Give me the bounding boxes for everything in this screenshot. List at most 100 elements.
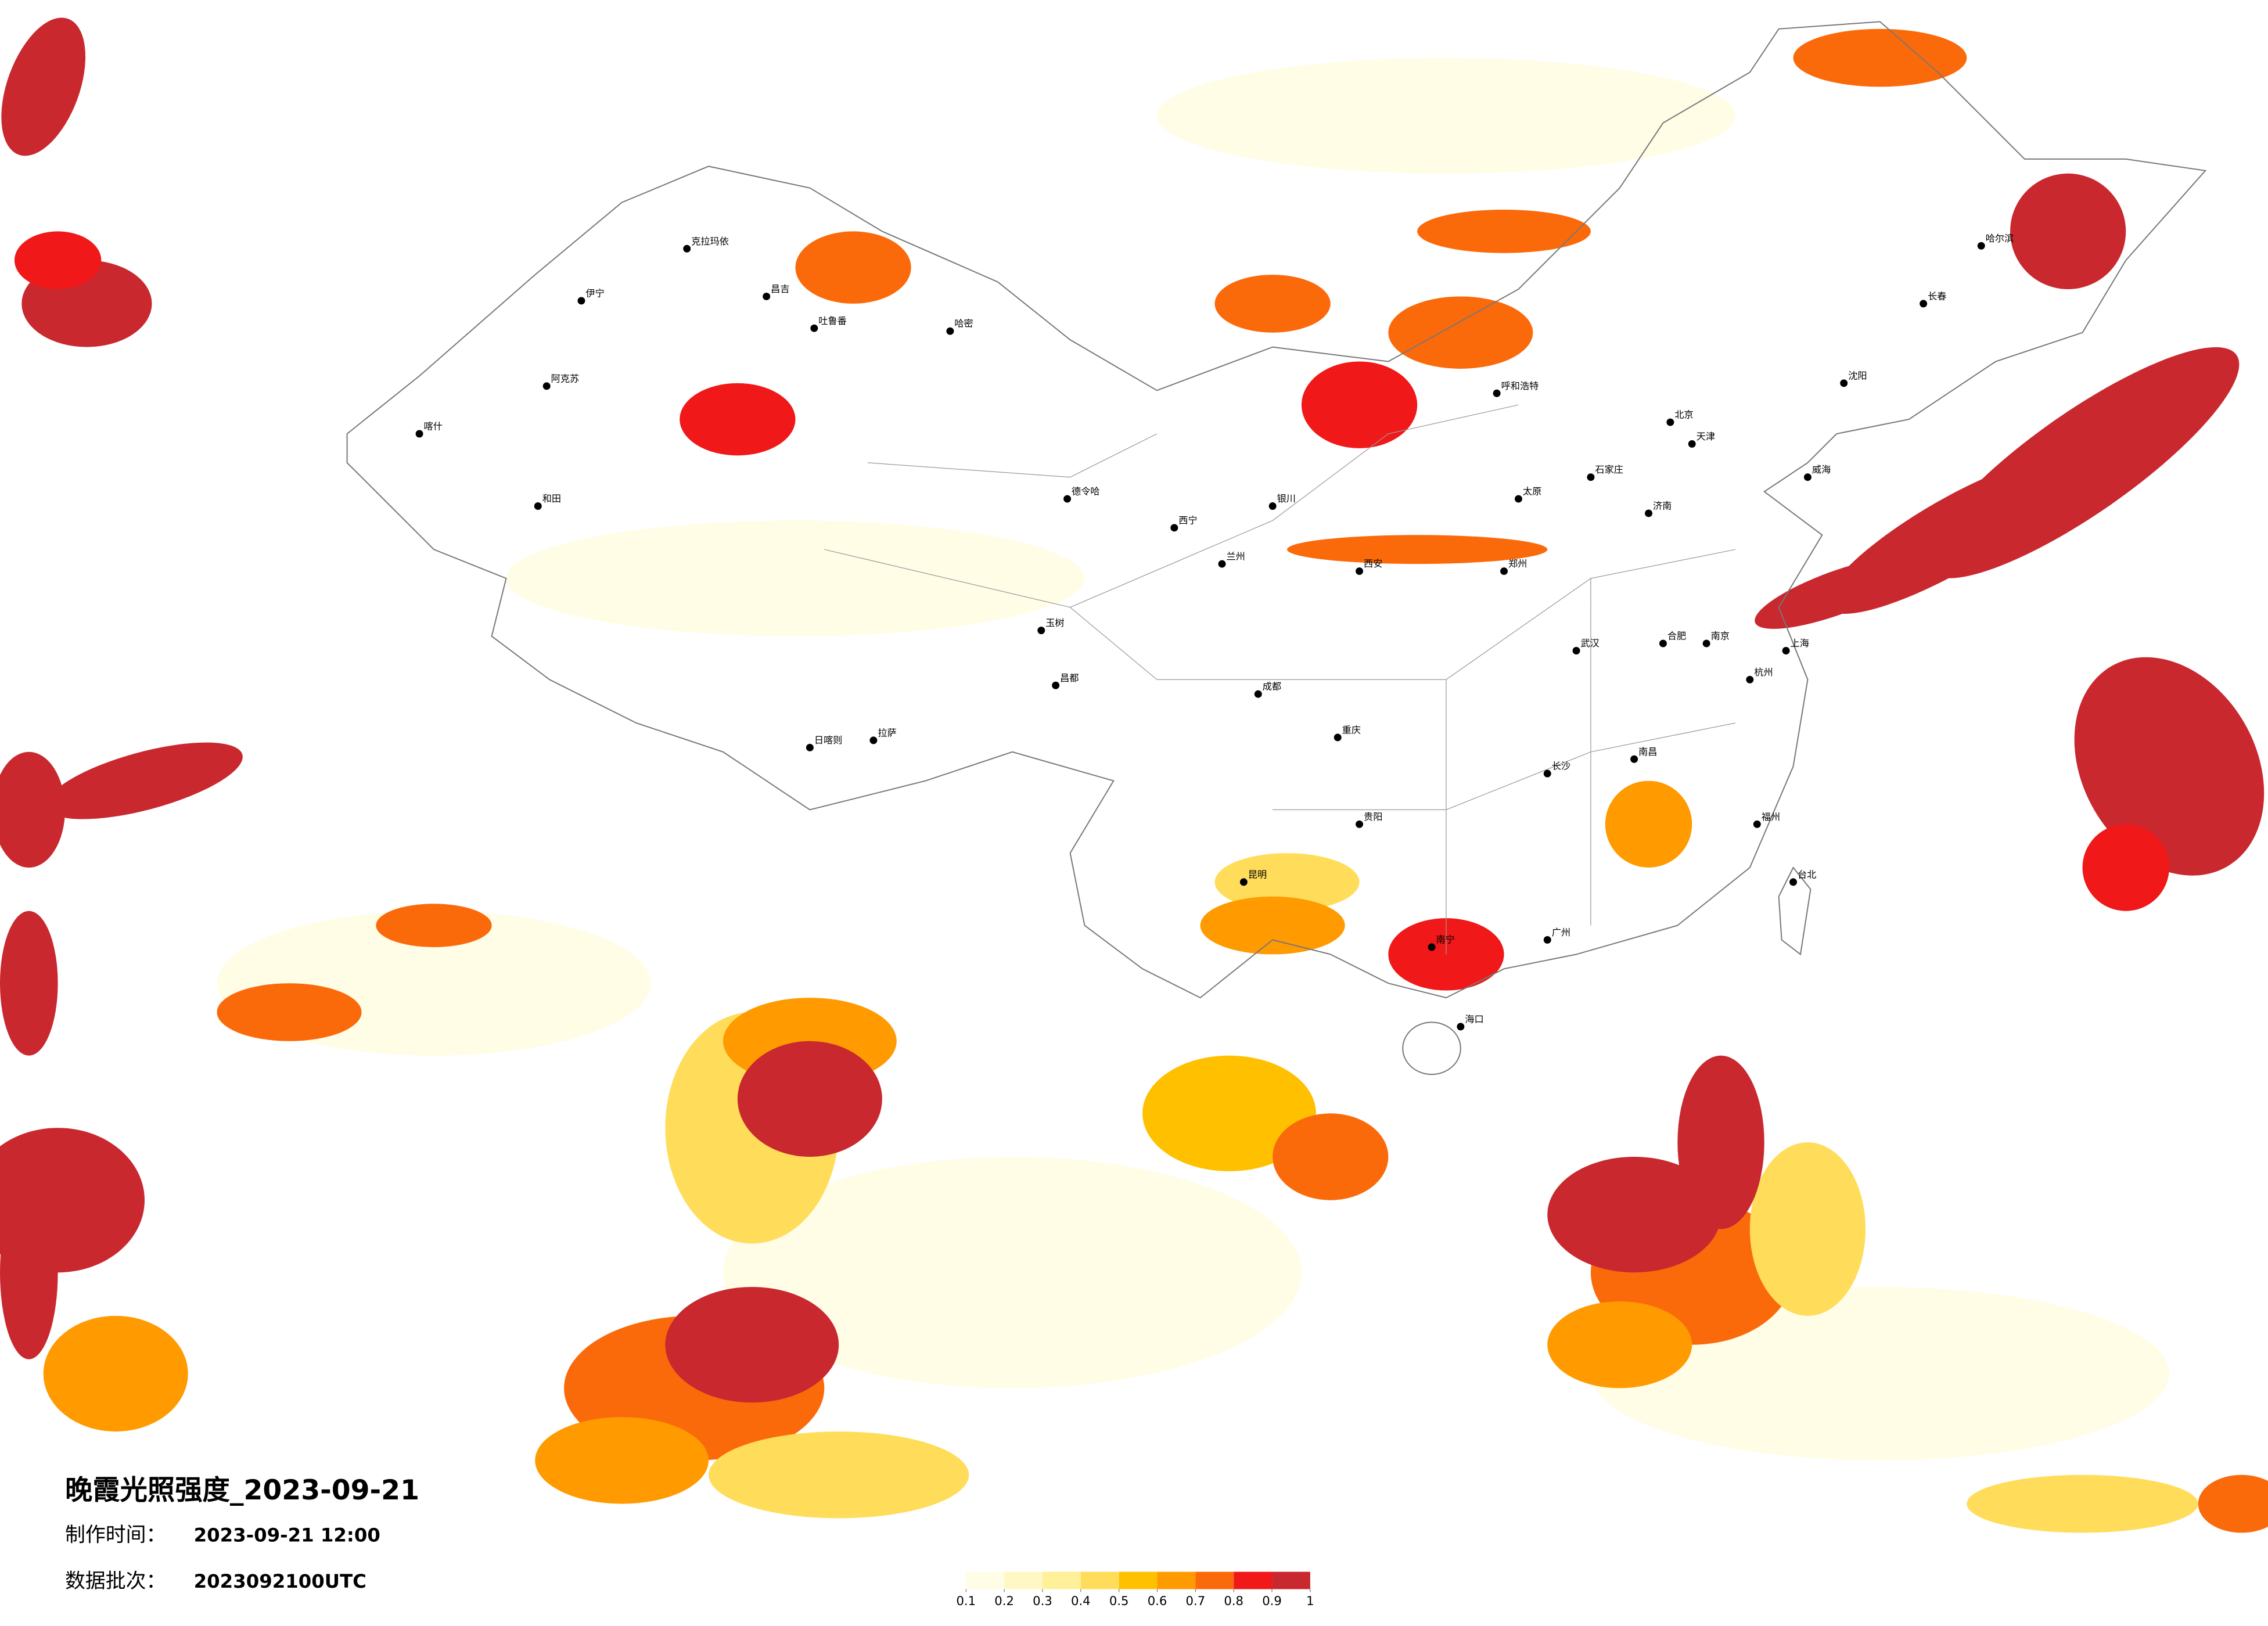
city-dot bbox=[1645, 509, 1653, 517]
colorbar-box bbox=[966, 1571, 1005, 1589]
city-dot bbox=[1702, 639, 1710, 647]
city-label: 和田 bbox=[542, 493, 561, 504]
city-label: 杭州 bbox=[1754, 667, 1773, 678]
city-label: 北京 bbox=[1674, 409, 1693, 420]
cloud-patch bbox=[0, 1185, 58, 1359]
city-dot bbox=[1334, 733, 1342, 742]
cloud-patch bbox=[1200, 896, 1345, 955]
cloud-patch bbox=[2082, 824, 2169, 911]
cloud-patch bbox=[665, 1287, 839, 1403]
city-dot bbox=[1500, 567, 1508, 575]
city-label: 海口 bbox=[1465, 1013, 1483, 1024]
city-label: 日喀则 bbox=[814, 735, 843, 746]
cloud-patch bbox=[506, 520, 1085, 636]
city-label: 南昌 bbox=[1638, 746, 1657, 757]
city-dot bbox=[1572, 647, 1580, 654]
city-label: 重庆 bbox=[1342, 724, 1361, 735]
cloud-patch bbox=[0, 751, 66, 868]
city-label: 伊宁 bbox=[585, 287, 604, 298]
cloud-patch bbox=[1214, 275, 1331, 333]
city-label: 济南 bbox=[1653, 500, 1672, 511]
city-dot bbox=[1746, 675, 1754, 684]
colorbar-label: 0.5 bbox=[1109, 1593, 1129, 1608]
city-dot bbox=[1218, 560, 1226, 568]
city-label: 武汉 bbox=[1581, 638, 1600, 649]
colorbar-label: 0.7 bbox=[1186, 1593, 1206, 1608]
cloud-patch bbox=[1547, 1156, 1721, 1273]
city-label: 昌都 bbox=[1060, 672, 1079, 684]
city-dot bbox=[1630, 755, 1638, 763]
colorbar-box bbox=[1234, 1571, 1273, 1589]
city-dot bbox=[1356, 820, 1364, 828]
city-dot bbox=[1789, 878, 1798, 886]
city-dot bbox=[1493, 389, 1501, 397]
cloud-patch bbox=[2074, 657, 2265, 876]
city-label: 合肥 bbox=[1667, 631, 1686, 642]
city-dot bbox=[810, 324, 818, 332]
city-label: 喀什 bbox=[424, 421, 443, 432]
city-dot bbox=[1170, 524, 1178, 532]
cloud-patch bbox=[1388, 296, 1533, 369]
city-dot bbox=[1239, 878, 1248, 886]
cloud-patch bbox=[1156, 57, 1735, 174]
city-label: 德令哈 bbox=[1072, 486, 1100, 497]
colorbar-box bbox=[1272, 1571, 1310, 1589]
city-label: 广州 bbox=[1552, 927, 1570, 938]
city-dot bbox=[1587, 473, 1595, 481]
city-dot bbox=[542, 382, 551, 390]
colorbar-label: 0.1 bbox=[956, 1593, 976, 1608]
cloud-patch bbox=[1, 17, 86, 156]
city-label: 阿克苏 bbox=[551, 373, 580, 384]
city-dot bbox=[1666, 418, 1674, 426]
cloud-patch bbox=[43, 1315, 188, 1432]
city-dot bbox=[1543, 769, 1551, 778]
city-dot bbox=[1457, 1023, 1465, 1031]
city-dot bbox=[415, 430, 423, 438]
cloud-patch bbox=[1547, 1301, 1692, 1388]
colorbar-label: 0.4 bbox=[1071, 1593, 1091, 1608]
city-label: 郑州 bbox=[1508, 558, 1527, 569]
cloud-patch bbox=[1214, 853, 1360, 911]
cloud-patch bbox=[1755, 556, 1919, 629]
cloud-patch bbox=[1273, 1113, 1389, 1200]
colorbar-label: 0.9 bbox=[1262, 1593, 1282, 1608]
city-dot bbox=[1514, 495, 1522, 503]
city-dot bbox=[577, 297, 585, 305]
cloud-patch bbox=[1677, 1055, 1764, 1229]
city-dot bbox=[763, 292, 771, 300]
city-label: 吐鲁番 bbox=[818, 315, 847, 326]
city-label: 兰州 bbox=[1226, 551, 1245, 562]
map-title: 晚霞光照强度_2023-09-21 bbox=[65, 1474, 419, 1506]
cloud-patch bbox=[217, 983, 362, 1041]
city-label: 昌吉 bbox=[771, 283, 789, 294]
batch-label: 数据批次： bbox=[65, 1570, 166, 1593]
city-dot bbox=[806, 743, 814, 751]
city-label: 西安 bbox=[1364, 558, 1382, 569]
colorbar-box bbox=[1042, 1571, 1081, 1589]
city-dot bbox=[1977, 242, 1985, 250]
city-dot bbox=[869, 736, 878, 744]
city-dot bbox=[1753, 820, 1761, 828]
city-label: 成都 bbox=[1263, 681, 1281, 692]
city-label: 昆明 bbox=[1248, 869, 1267, 880]
city-dot bbox=[1063, 495, 1072, 503]
city-label: 天津 bbox=[1696, 431, 1715, 442]
city-dot bbox=[1543, 936, 1551, 944]
made-label: 制作时间： bbox=[65, 1523, 166, 1546]
city-dot bbox=[1659, 639, 1667, 647]
country-outline bbox=[346, 21, 2207, 999]
city-label: 威海 bbox=[1812, 464, 1831, 475]
province-lines bbox=[824, 404, 1736, 955]
cloud-patch bbox=[795, 231, 911, 304]
cloud-patch bbox=[14, 231, 102, 289]
city-label: 长春 bbox=[1928, 290, 1946, 301]
city-label: 台北 bbox=[1798, 869, 1816, 880]
colorbar-label: 0.8 bbox=[1224, 1593, 1243, 1608]
cloud-patch bbox=[2198, 1474, 2268, 1533]
city-dot bbox=[534, 502, 542, 510]
city-label: 石家庄 bbox=[1595, 464, 1623, 475]
batch-id: 2023092100UTC bbox=[194, 1570, 366, 1592]
